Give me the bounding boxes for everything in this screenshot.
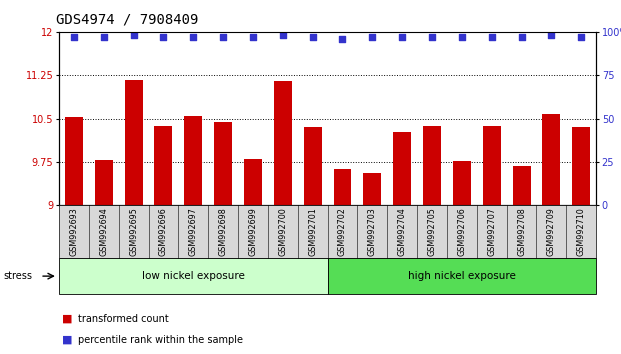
Point [457,34,467,40]
Bar [274,81,292,205]
Bar [573,127,590,205]
Bar [65,118,83,205]
Point [368,34,378,40]
Point [576,34,586,40]
Text: GSM992695: GSM992695 [129,207,138,256]
Text: ■: ■ [62,335,73,345]
Point [427,34,437,40]
Bar [542,114,560,205]
Bar [184,116,202,205]
Bar [483,126,501,205]
Text: GSM992703: GSM992703 [368,207,377,256]
Text: GSM992700: GSM992700 [278,207,288,256]
Bar [423,126,441,205]
Text: GSM992702: GSM992702 [338,207,347,256]
Bar [512,166,530,205]
Text: GSM992693: GSM992693 [70,207,78,256]
Bar [333,170,351,205]
Point [129,33,138,38]
Text: GSM992694: GSM992694 [99,207,108,256]
Point [307,34,317,40]
Point [278,33,288,38]
Bar [244,159,262,205]
Text: low nickel exposure: low nickel exposure [142,271,245,281]
Point [218,34,228,40]
Text: high nickel exposure: high nickel exposure [408,271,516,281]
Point [248,34,258,40]
Point [69,34,79,40]
Bar [453,161,471,205]
Text: GSM992710: GSM992710 [577,207,586,256]
Text: percentile rank within the sample: percentile rank within the sample [78,335,243,345]
Point [487,34,497,40]
Point [158,34,168,40]
Text: GSM992698: GSM992698 [219,207,228,256]
Text: GSM992699: GSM992699 [248,207,258,256]
Bar [304,127,322,205]
Text: GSM992697: GSM992697 [189,207,197,256]
Text: GSM992709: GSM992709 [547,207,556,256]
Point [546,33,556,38]
Text: GSM992707: GSM992707 [487,207,496,256]
Bar [363,173,381,205]
Bar [214,122,232,205]
Text: GSM992704: GSM992704 [397,207,407,256]
Point [338,36,348,42]
Text: GSM992708: GSM992708 [517,207,526,256]
Text: transformed count: transformed count [78,314,168,324]
Bar [155,126,173,205]
Bar [125,80,143,205]
Point [397,34,407,40]
Text: GDS4974 / 7908409: GDS4974 / 7908409 [56,12,198,27]
Text: GSM992701: GSM992701 [308,207,317,256]
Text: GSM992705: GSM992705 [427,207,437,256]
Text: ■: ■ [62,314,73,324]
Bar [95,160,112,205]
Bar [393,132,411,205]
Point [99,34,109,40]
Point [188,34,198,40]
Text: GSM992706: GSM992706 [458,207,466,256]
Text: stress: stress [3,271,32,281]
Text: GSM992696: GSM992696 [159,207,168,256]
Point [517,34,527,40]
